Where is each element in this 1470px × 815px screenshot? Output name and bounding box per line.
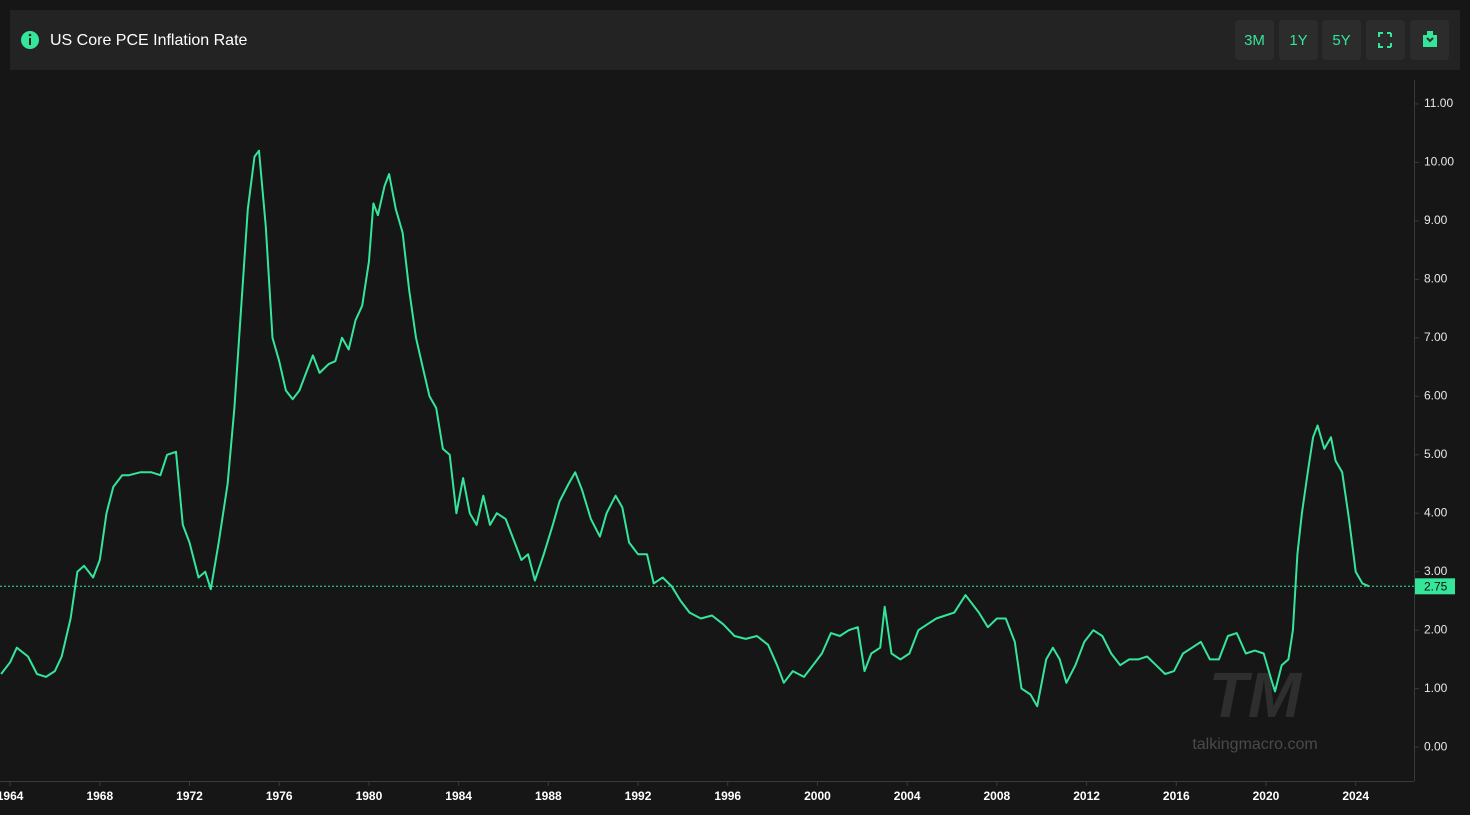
x-tick-label: 1976: [266, 789, 293, 803]
y-tick-label: 5.00: [1424, 447, 1448, 461]
x-tick-label: 1988: [535, 789, 562, 803]
fullscreen-icon: [1378, 32, 1392, 48]
chart-title: US Core PCE Inflation Rate: [50, 32, 248, 49]
x-tick-label: 1980: [356, 789, 383, 803]
x-tick-label: 2020: [1253, 789, 1280, 803]
y-tick-label: 1.00: [1424, 681, 1448, 695]
y-tick-label: 0.00: [1424, 739, 1448, 753]
info-icon-dot: [28, 33, 32, 37]
header-bar: [10, 10, 1460, 70]
x-tick-label: 1972: [176, 789, 203, 803]
watermark-site: talkingmacro.com: [1192, 736, 1317, 753]
range-button-label: 1Y: [1289, 32, 1307, 49]
y-tick-label: 6.00: [1424, 388, 1448, 402]
info-icon-stem: [29, 38, 31, 45]
range-button[interactable]: [1235, 20, 1274, 60]
x-tick-label: 1984: [445, 789, 472, 803]
x-tick-label: 2016: [1163, 789, 1190, 803]
x-tick-label: 2012: [1073, 789, 1100, 803]
x-tick-label: 2000: [804, 789, 831, 803]
y-tick-label: 11.00: [1424, 96, 1453, 110]
download-arrow: [1426, 37, 1434, 43]
watermark-logo: TM: [1209, 659, 1303, 731]
y-tick-label: 9.00: [1424, 213, 1448, 227]
current-value-badge: [1415, 578, 1455, 595]
y-tick-label: 3.00: [1424, 564, 1448, 578]
fullscreen-button[interactable]: [1366, 20, 1405, 60]
range-button[interactable]: [1279, 20, 1318, 60]
range-button[interactable]: [1322, 20, 1361, 60]
download-icon: [1423, 31, 1437, 47]
x-tick-label: 2008: [984, 789, 1011, 803]
data-line: [0, 149, 1370, 708]
x-tick-label: 1964: [0, 789, 24, 803]
x-tick-label: 1996: [714, 789, 741, 803]
current-value-label: 2.75: [1424, 579, 1448, 593]
range-button-label: 3M: [1244, 32, 1265, 49]
y-tick-label: 10.00: [1424, 155, 1454, 169]
y-tick-label: 4.00: [1424, 505, 1448, 519]
x-tick-label: 2004: [894, 789, 921, 803]
y-tick-label: 8.00: [1424, 272, 1448, 286]
x-tick-label: 1992: [625, 789, 652, 803]
x-tick-label: 1968: [86, 789, 113, 803]
x-tick-label: 2024: [1342, 789, 1369, 803]
y-tick-label: 7.00: [1424, 330, 1448, 344]
range-button-label: 5Y: [1332, 32, 1350, 49]
y-tick-label: 2.00: [1424, 622, 1448, 636]
